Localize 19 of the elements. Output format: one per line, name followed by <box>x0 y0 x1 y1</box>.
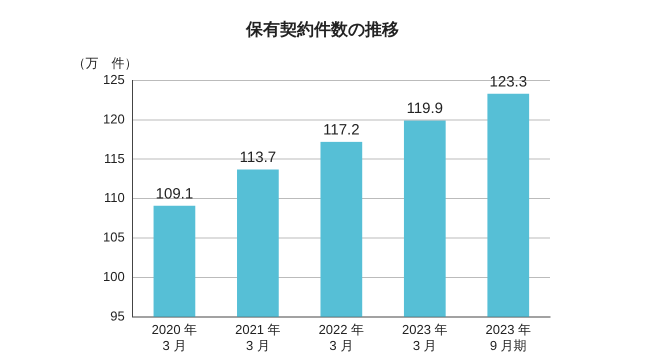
x-tick-label: 2022 年 3 月 <box>318 322 364 353</box>
x-tick-label: 2020 年 3 月 <box>152 322 198 353</box>
y-tick-label: 110 <box>104 190 125 206</box>
y-tick-label: 115 <box>104 150 125 166</box>
y-tick-label: 105 <box>102 230 125 245</box>
data-label: 119.9 <box>406 100 444 118</box>
y-tick-label: 100 <box>102 268 125 284</box>
x-tick-label: 2023 年 3 月 <box>402 322 448 353</box>
y-tick-label: 95 <box>110 308 125 324</box>
x-tick-label: 2021 年 3 月 <box>235 322 281 353</box>
data-label: 117.2 <box>323 122 360 139</box>
y-tick-label: 120 <box>102 111 125 126</box>
y-tick-label: 125 <box>102 72 125 87</box>
chart-title: 保有契約件数の推移 <box>245 20 399 39</box>
data-label: 109.1 <box>156 185 194 202</box>
data-label: 113.7 <box>240 149 276 166</box>
y-axis-title: （万 件） <box>72 55 138 70</box>
data-label: 123.3 <box>489 73 528 90</box>
x-tick-label: 2023 年 9 月期 <box>485 322 532 353</box>
